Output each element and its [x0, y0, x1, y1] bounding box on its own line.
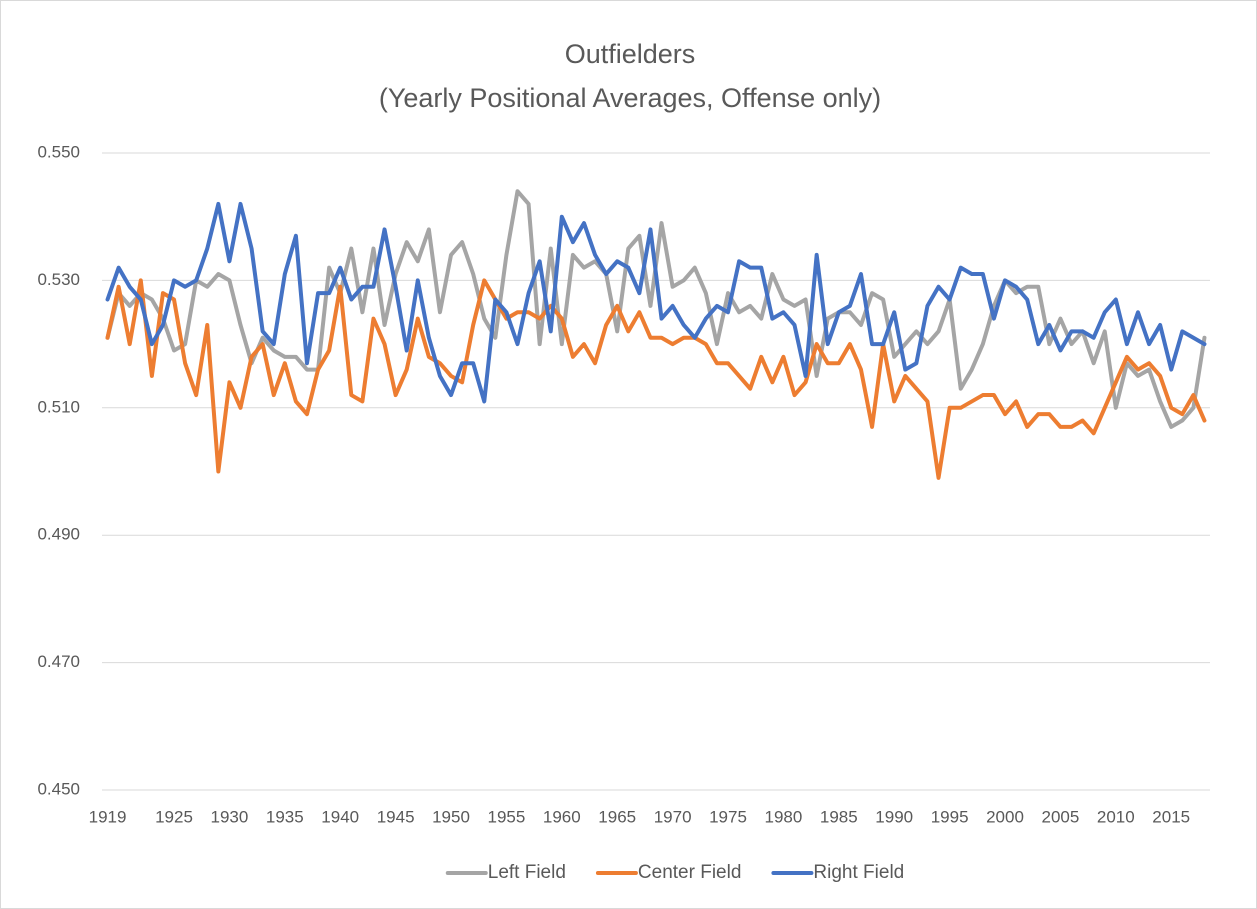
x-tick-label: 1975 [709, 807, 747, 826]
x-tick-label: 1955 [488, 807, 526, 826]
y-tick-label: 0.530 [37, 270, 80, 289]
x-tick-label: 1935 [266, 807, 304, 826]
legend-label: Center Field [638, 862, 742, 883]
x-tick-label: 1960 [543, 807, 581, 826]
x-tick-label: 1945 [377, 807, 415, 826]
series-line [105, 201, 1207, 404]
y-tick-label: 0.490 [37, 525, 80, 544]
y-tick-label: 0.450 [37, 779, 80, 798]
x-tick-label: 1995 [931, 807, 969, 826]
x-tick-label: 1990 [875, 807, 913, 826]
legend: Left Field Center Field Right Field [445, 862, 904, 883]
legend-label: Left Field [488, 862, 566, 883]
legend-item: Right Field [771, 862, 904, 883]
x-tick-label: 1919 [89, 807, 127, 826]
x-tick-label: 1950 [432, 807, 470, 826]
y-tick-label: 0.550 [37, 142, 80, 161]
x-tick-label: 1925 [155, 807, 193, 826]
x-tick-label: 2005 [1042, 807, 1080, 826]
legend-item: Left Field [445, 862, 566, 883]
chart-title: Outfielders [565, 39, 696, 69]
series-line [105, 278, 1207, 480]
x-tick-label: 1980 [765, 807, 803, 826]
x-tick-label: 1985 [820, 807, 858, 826]
legend-item: Center Field [595, 862, 742, 883]
y-tick-label: 0.510 [37, 397, 80, 416]
x-tick-label: 1970 [654, 807, 692, 826]
y-tick-label: 0.470 [37, 652, 80, 671]
x-tick-label: 2000 [986, 807, 1024, 826]
x-tick-label: 1965 [598, 807, 636, 826]
x-tick-label: 1930 [211, 807, 249, 826]
x-tick-label: 1940 [321, 807, 359, 826]
x-tick-label: 2015 [1152, 807, 1190, 826]
x-tick-label: 2010 [1097, 807, 1135, 826]
chart-subtitle: (Yearly Positional Averages, Offense onl… [379, 83, 881, 113]
legend-label: Right Field [813, 862, 904, 883]
